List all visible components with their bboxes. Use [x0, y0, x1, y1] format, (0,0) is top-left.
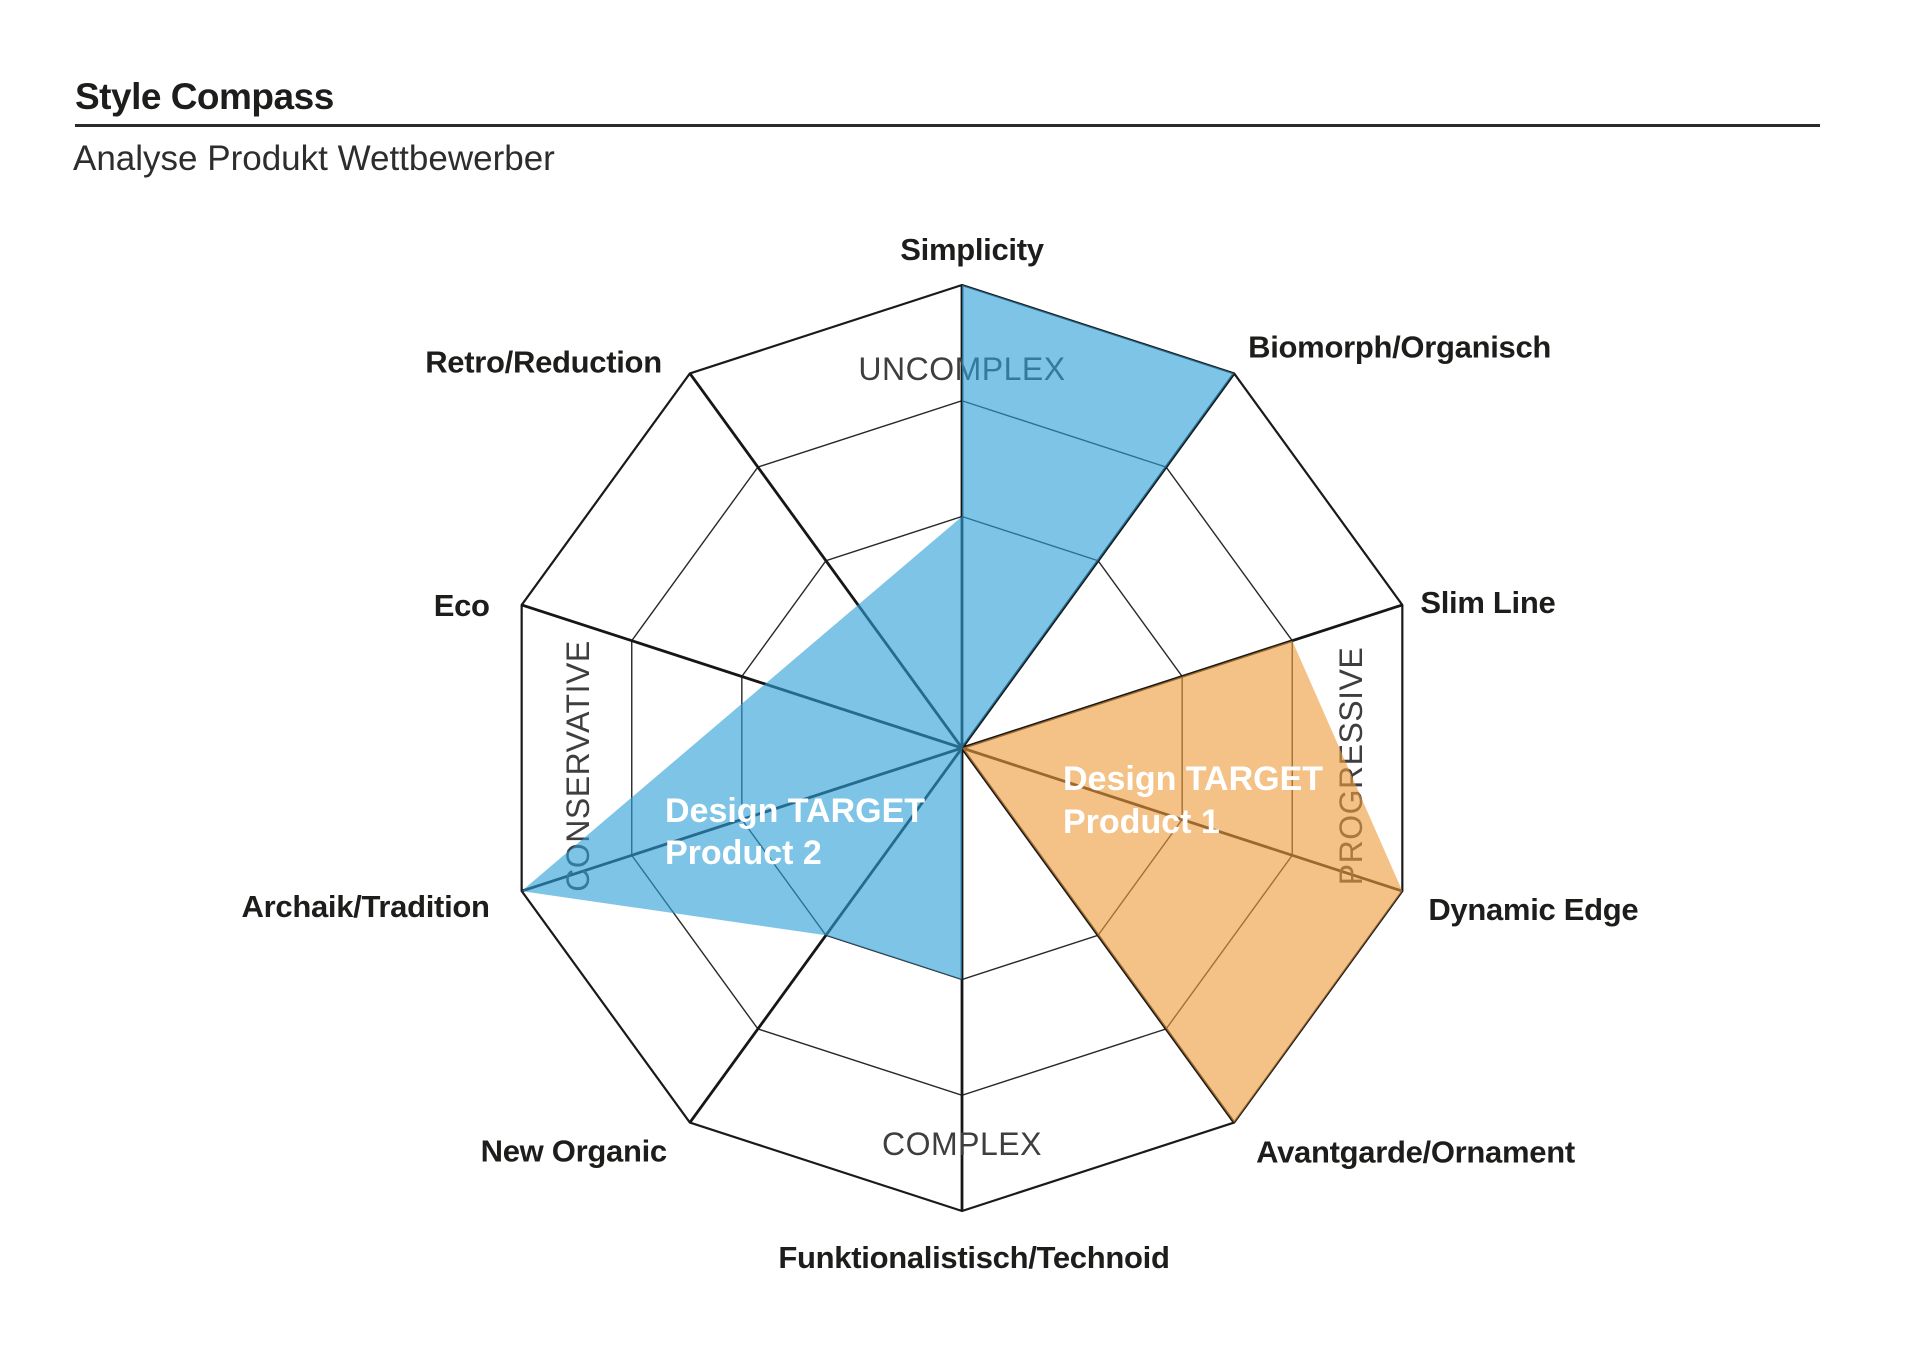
page-title: Style Compass: [75, 76, 334, 117]
region-label-product1: Design TARGET Product 1: [1063, 760, 1323, 841]
data-regions: [521, 285, 1403, 1123]
region-label-line: Design TARGET: [665, 792, 925, 830]
axis-spoke-slim-line: [961, 603, 1403, 750]
region-product2: [521, 285, 1235, 980]
axis-label-avantgarde-ornament: Avantgarde/Ornament: [1256, 1135, 1575, 1170]
axis-label-archaik-tradition: Archaik/Tradition: [242, 889, 490, 924]
axis-label-biomorph-organisch: Biomorph/Organisch: [1248, 329, 1551, 364]
region-label-product2: Design TARGET Product 2: [665, 792, 925, 872]
region-label-line: Design TARGET: [1063, 760, 1323, 798]
axis-label-new-organic: New Organic: [481, 1134, 667, 1169]
axis-label-dynamic-edge: Dynamic Edge: [1428, 892, 1638, 927]
axis-label-slim-line: Slim Line: [1420, 585, 1555, 620]
compass-label-bottom: COMPLEX: [882, 1126, 1042, 1162]
axis-label-retro-reduction: Retro/Reduction: [425, 344, 662, 379]
axis-label-eco: Eco: [434, 588, 490, 623]
region-label-line: Product 1: [1063, 803, 1220, 841]
title-rule: [75, 124, 1820, 127]
page-subtitle: Analyse Produkt Wettbewerber: [73, 139, 555, 178]
region-product1: [962, 640, 1403, 1123]
region-label-line: Product 2: [665, 834, 822, 872]
axis-labels: Simplicity Biomorph/Organisch Slim Line Dyn…: [242, 232, 1639, 1275]
axis-label-simplicity: Simplicity: [900, 232, 1044, 267]
axis-label-funktionalistisch-technoid: Funktionalistisch/Technoid: [778, 1240, 1169, 1275]
